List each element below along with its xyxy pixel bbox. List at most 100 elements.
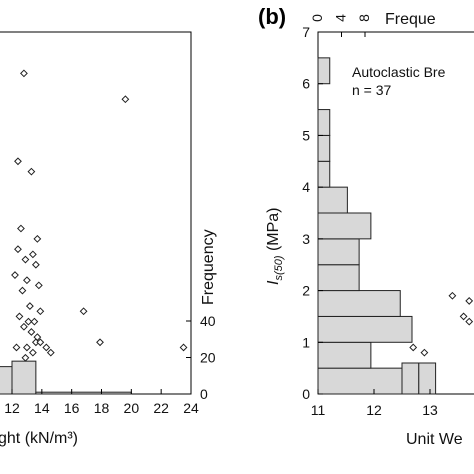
y-tick-label: 5: [302, 127, 310, 143]
data-point: [465, 297, 474, 305]
histogram-bar: [317, 160, 331, 188]
right-tick-label: 20: [200, 350, 216, 366]
panel-a-histogram: [0, 360, 132, 395]
data-point: [36, 307, 45, 316]
x-tick-label: 18: [94, 400, 110, 416]
data-point: [21, 255, 30, 264]
panel-a-x-axis-label: ght (kN/m³): [0, 430, 78, 447]
data-point: [17, 224, 25, 233]
x-tick-label: 11: [311, 402, 326, 418]
right-tick-label: 40: [200, 313, 216, 329]
data-point: [28, 250, 37, 259]
histogram-bar: [317, 238, 360, 266]
histogram-bar: [317, 186, 348, 214]
panel-a-frequency-label: Frequency: [200, 229, 217, 305]
data-point: [18, 286, 27, 295]
top-tick-label: 4: [333, 14, 349, 22]
panel-b-y-histogram: [317, 57, 413, 395]
data-point: [14, 157, 22, 166]
panel-b-points: [409, 291, 474, 357]
data-point: [12, 343, 21, 352]
data-point: [25, 302, 34, 310]
data-point: [459, 312, 468, 321]
panel-a: 12 14 16 18 20 22 24 0 20 40 ght (kN/m³) Frequen…: [0, 31, 217, 447]
histogram-bar: [317, 57, 331, 85]
histogram-bar: [317, 341, 372, 369]
y-tick-label: 4: [302, 179, 310, 195]
data-point: [34, 281, 43, 290]
histogram-bar: [317, 109, 331, 136]
data-point: [23, 343, 31, 352]
data-point: [31, 260, 40, 269]
y-tick-label: 0: [302, 386, 310, 402]
panel-b-x-histogram: [401, 362, 437, 395]
panel-b-label: (b): [258, 4, 286, 29]
panel-a-x-ticks: 12 14 16 18 20 22 24: [4, 389, 199, 416]
histogram-bar: [317, 212, 372, 240]
x-tick-label: 24: [183, 400, 199, 416]
panel-b-x-axis-label: Unit We: [406, 431, 463, 448]
data-point: [15, 312, 24, 321]
panel-b-frequency-label: Freque: [385, 11, 436, 28]
panel-b-y-ticks: 0 1 2 3 4 5 6 7: [302, 24, 323, 402]
histogram-bar: [11, 360, 37, 395]
data-point: [30, 317, 39, 326]
panel-b-x-ticks: 1112131: [311, 389, 438, 418]
x-tick-label: 14: [34, 400, 50, 416]
y-tick-label: 1: [302, 334, 310, 350]
right-tick-label: 0: [200, 386, 208, 402]
data-point: [465, 317, 474, 326]
x-tick-label: 13: [422, 402, 438, 418]
panel-b-y-axis-label: Is(50) (MPa): [265, 207, 285, 285]
histogram-bar: [418, 362, 437, 395]
data-point: [33, 234, 42, 243]
data-point: [79, 307, 88, 316]
y-tick-label: 3: [302, 231, 310, 247]
data-point: [20, 322, 28, 331]
panel-a-points: [11, 69, 188, 362]
y-tick-label: 7: [302, 24, 310, 40]
x-tick-label: 12: [366, 402, 382, 418]
data-point: [179, 343, 188, 352]
data-point: [28, 348, 37, 357]
top-tick-label: 0: [309, 14, 325, 22]
data-point: [27, 328, 36, 336]
panel-b-sample-size: n = 37: [352, 82, 392, 98]
x-tick-label: 20: [124, 400, 140, 416]
data-point: [21, 353, 30, 362]
histogram-bar: [317, 290, 401, 317]
data-point: [14, 245, 22, 254]
data-point: [36, 338, 45, 347]
panel-a-frame: [0, 31, 192, 395]
histogram-bar: [0, 366, 13, 395]
data-point: [46, 348, 55, 357]
data-point: [420, 348, 429, 357]
panel-a-right-ticks: 0 20 40: [186, 313, 216, 402]
data-point: [448, 291, 457, 300]
data-point: [121, 95, 130, 104]
panel-b-y-axis-label-group: Is(50) (MPa): [265, 207, 285, 285]
y-tick-label: 6: [302, 76, 310, 92]
data-point: [27, 167, 36, 176]
histogram-bar: [35, 391, 102, 395]
histogram-bar: [317, 264, 360, 292]
panel-b-annotation: Autoclastic Bre: [352, 64, 446, 80]
x-tick-label: 22: [153, 400, 169, 416]
histogram-bar: [317, 367, 413, 395]
histogram-bar: [317, 315, 413, 343]
x-tick-label: 16: [64, 400, 80, 416]
data-point: [409, 343, 418, 352]
histogram-bar: [401, 362, 420, 395]
top-tick-label: 8: [356, 14, 372, 22]
histogram-bar: [101, 391, 132, 395]
data-point: [96, 338, 104, 347]
data-point: [11, 271, 19, 279]
y-tick-label: 2: [302, 283, 310, 299]
data-point: [20, 69, 28, 78]
histogram-bar: [317, 134, 331, 162]
data-point: [24, 317, 33, 326]
data-point: [23, 276, 31, 285]
